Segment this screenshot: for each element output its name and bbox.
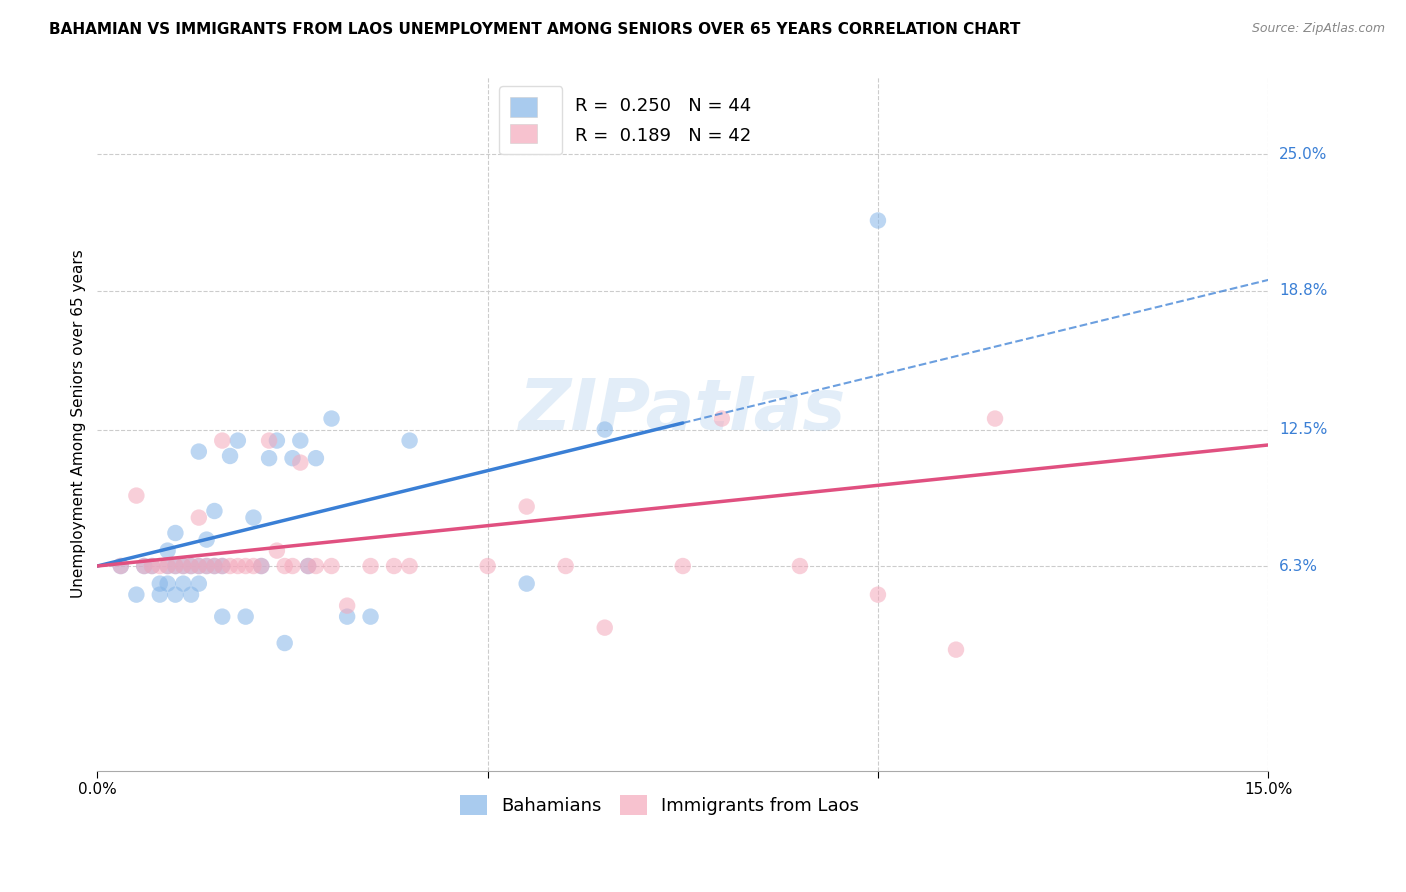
Point (250, 559, 273, 574)
Point (180, 559, 202, 574)
Point (149, 588, 172, 602)
Point (290, 456, 312, 470)
Point (554, 559, 576, 574)
Point (945, 642, 967, 657)
Point (180, 559, 202, 574)
Point (516, 576, 538, 591)
Point (165, 559, 187, 574)
Point (172, 559, 194, 574)
Point (789, 559, 811, 574)
Point (281, 559, 304, 574)
Point (125, 588, 148, 602)
Point (305, 559, 328, 574)
Point (204, 504, 226, 518)
Text: BAHAMIAN VS IMMIGRANTS FROM LAOS UNEMPLOYMENT AMONG SENIORS OVER 65 YEARS CORREL: BAHAMIAN VS IMMIGRANTS FROM LAOS UNEMPLO… (49, 22, 1021, 37)
Point (382, 559, 405, 574)
Point (165, 559, 187, 574)
Point (156, 559, 179, 574)
Point (211, 609, 233, 624)
Text: 12.5%: 12.5% (1279, 422, 1327, 437)
Point (305, 451, 328, 466)
Point (187, 510, 209, 524)
Point (235, 559, 257, 574)
Point (165, 588, 187, 602)
Point (226, 559, 249, 574)
Point (110, 559, 132, 574)
Point (297, 559, 319, 574)
Point (110, 559, 132, 574)
Point (125, 489, 148, 503)
Point (593, 621, 616, 635)
Point (360, 609, 382, 624)
Point (984, 411, 1007, 425)
Text: 25.0%: 25.0% (1279, 147, 1327, 162)
Text: Source: ZipAtlas.com: Source: ZipAtlas.com (1251, 22, 1385, 36)
Text: R =  0.189   N = 42: R = 0.189 N = 42 (575, 128, 751, 145)
Point (273, 559, 295, 574)
Point (211, 559, 233, 574)
Point (141, 559, 163, 574)
Text: 6.3%: 6.3% (1279, 558, 1319, 574)
Point (516, 500, 538, 514)
Point (204, 559, 226, 574)
Point (866, 213, 889, 227)
Point (211, 434, 233, 448)
Point (165, 526, 187, 541)
Point (593, 423, 616, 437)
Legend: Bahamians, Immigrants from Laos: Bahamians, Immigrants from Laos (450, 786, 868, 824)
Point (195, 559, 218, 574)
Point (156, 576, 179, 591)
Point (266, 434, 288, 448)
Point (321, 559, 343, 574)
Point (672, 559, 695, 574)
Point (297, 559, 319, 574)
Point (257, 434, 280, 448)
Point (242, 510, 264, 524)
Point (219, 559, 242, 574)
Point (187, 576, 209, 591)
Point (281, 451, 304, 466)
Point (250, 559, 273, 574)
Point (290, 434, 312, 448)
Point (398, 559, 420, 574)
Point (360, 559, 382, 574)
Point (204, 559, 226, 574)
Point (235, 609, 257, 624)
Point (172, 576, 194, 591)
Point (195, 559, 218, 574)
Point (477, 559, 499, 574)
Point (266, 543, 288, 558)
Point (219, 449, 242, 463)
Point (257, 451, 280, 466)
Point (211, 559, 233, 574)
Y-axis label: Unemployment Among Seniors over 65 years: Unemployment Among Seniors over 65 years (72, 250, 86, 599)
Point (242, 559, 264, 574)
Point (134, 559, 156, 574)
Point (134, 559, 156, 574)
Point (156, 559, 179, 574)
Point (336, 599, 359, 613)
Point (273, 636, 295, 650)
Point (866, 588, 889, 602)
Point (187, 559, 209, 574)
Text: R =  0.250   N = 44: R = 0.250 N = 44 (575, 97, 751, 115)
Point (180, 588, 202, 602)
Point (187, 559, 209, 574)
Point (172, 559, 194, 574)
Point (398, 434, 420, 448)
Point (710, 411, 733, 425)
Point (156, 543, 179, 558)
Point (141, 559, 163, 574)
Text: 18.8%: 18.8% (1279, 284, 1327, 299)
Point (336, 609, 359, 624)
Point (321, 411, 343, 425)
Point (226, 434, 249, 448)
Point (187, 444, 209, 458)
Point (149, 576, 172, 591)
Text: ZIPatlas: ZIPatlas (519, 376, 846, 445)
Point (149, 559, 172, 574)
Point (195, 533, 218, 547)
